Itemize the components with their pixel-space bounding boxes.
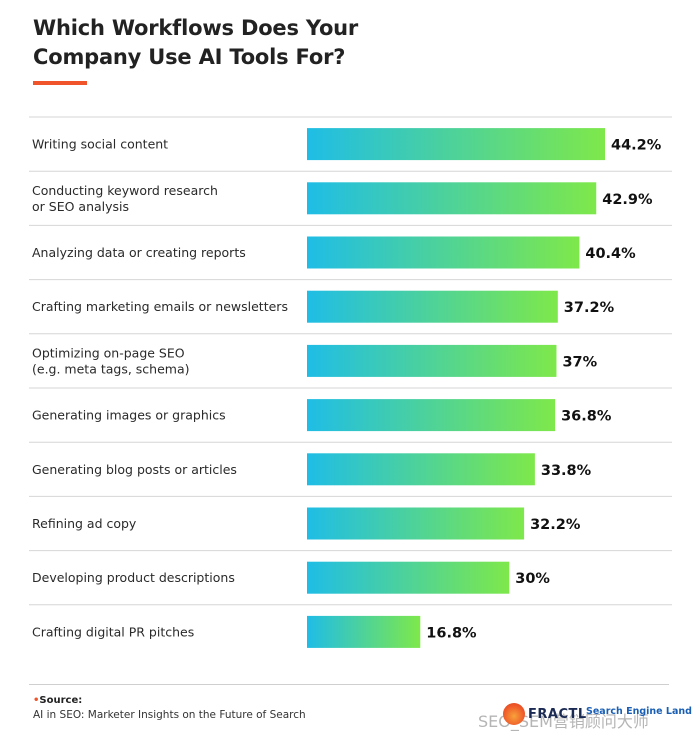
category-label: Developing product descriptions <box>32 570 235 585</box>
value-label: 16.8% <box>426 625 477 641</box>
title-accent-underline <box>33 81 87 85</box>
fractl-logo-text: FRACTL <box>528 706 587 722</box>
bar <box>307 399 556 432</box>
category-label: or SEO analysis <box>32 199 129 214</box>
bar-chart: Writing social content 44.2% Conducting ke… <box>29 116 672 648</box>
category-label: Analyzing data or creating reports <box>32 245 246 260</box>
chart-title-line-2: Company Use AI Tools For? <box>33 45 346 69</box>
value-label: 37.2% <box>564 300 615 316</box>
footer-divider <box>29 684 669 685</box>
category-label: Crafting marketing emails or newsletters <box>32 299 288 314</box>
source-label: •Source: <box>33 695 83 706</box>
search-engine-land-logo: Search Engine Land <box>586 706 692 717</box>
value-label: 33.8% <box>541 463 592 479</box>
bar <box>307 615 421 648</box>
chart-title: Which Workflows Does Your Company Use AI… <box>33 14 358 72</box>
bar <box>307 128 605 161</box>
bar <box>307 453 535 486</box>
bar <box>307 344 557 377</box>
bar <box>307 507 525 540</box>
value-label: 42.9% <box>602 192 653 208</box>
category-label: Generating images or graphics <box>32 408 226 423</box>
category-label: Crafting digital PR pitches <box>32 624 194 639</box>
category-label: Writing social content <box>32 137 168 152</box>
value-label: 30% <box>515 571 550 587</box>
category-label: Conducting keyword research <box>32 183 218 198</box>
bar <box>307 182 597 215</box>
category-label: (e.g. meta tags, schema) <box>32 361 190 376</box>
value-label: 37% <box>562 354 597 370</box>
category-label: Optimizing on-page SEO <box>32 345 185 360</box>
category-label: Generating blog posts or articles <box>32 462 237 477</box>
fractl-logo-icon <box>503 703 525 725</box>
value-label: 36.8% <box>561 409 612 425</box>
chart-title-line-1: Which Workflows Does Your <box>33 16 359 40</box>
value-label: 44.2% <box>611 138 662 154</box>
value-label: 40.4% <box>585 246 636 262</box>
source-text: AI in SEO: Marketer Insights on the Futu… <box>33 709 306 721</box>
bar <box>307 236 580 269</box>
bar <box>307 290 558 323</box>
fractl-logo: FRACTL <box>503 703 587 725</box>
bar <box>307 561 510 594</box>
value-label: 32.2% <box>530 517 581 533</box>
category-label: Refining ad copy <box>32 516 137 531</box>
